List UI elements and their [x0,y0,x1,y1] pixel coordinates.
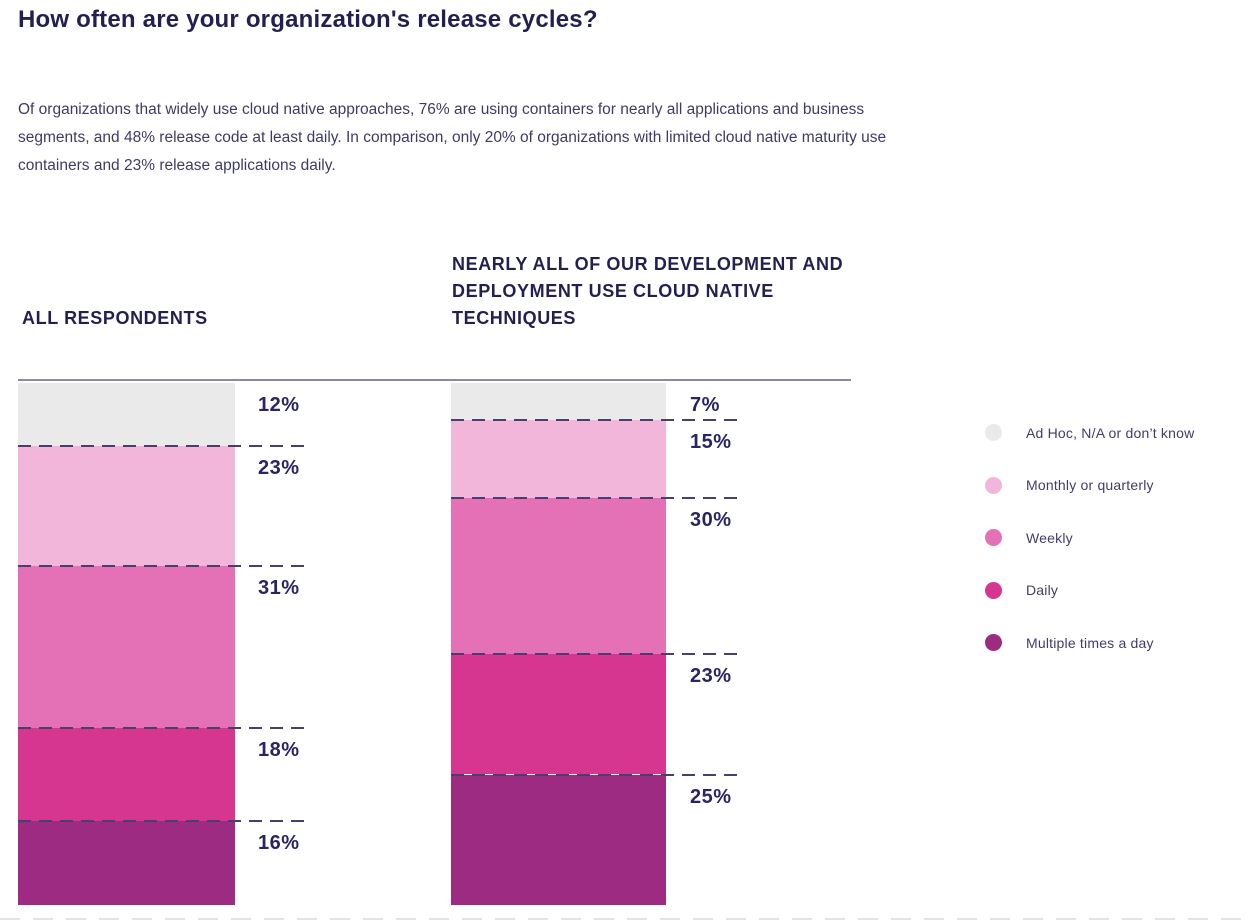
value-label-multiple-times-a-day: 25% [690,785,732,808]
legend-label: Weekly [1026,529,1073,546]
value-label-monthly-or-quarterly: 23% [258,456,300,479]
bar-segment-daily [451,654,666,775]
segment-divider-dash [18,444,310,447]
bar-segment-weekly [451,497,666,655]
value-label-daily: 18% [258,738,300,761]
bar-segment-daily [18,727,235,822]
legend-swatch-icon [985,476,1002,494]
page-title: How often are your organization's releas… [18,6,598,33]
segment-divider-dash [18,564,310,567]
bar-segment-ad-hoc-n-a-or-don-t-know [451,383,666,420]
value-label-multiple-times-a-day: 16% [258,832,300,855]
bar-segment-multiple-times-a-day [18,821,235,905]
value-label-monthly-or-quarterly: 15% [690,430,732,453]
bar-segment-multiple-times-a-day [451,774,666,905]
column-header-all-respondents: ALL RESPONDENTS [22,308,208,328]
legend-item-daily: Daily [985,581,1059,599]
chart-top-rule [18,379,851,381]
bar-segment-weekly [18,565,235,728]
legend-item-weekly: Weekly [985,529,1073,546]
value-label-weekly: 30% [690,508,732,531]
value-label-daily: 23% [690,665,732,688]
legend-swatch-icon [985,581,1002,599]
legend-label: Multiple times a day [1026,634,1154,651]
chart-bottom-rule [0,918,1246,920]
legend-label: Ad Hoc, N/A or don’t know [1026,424,1195,441]
segment-divider-dash [451,773,740,776]
segment-divider-dash [18,820,310,823]
value-label-ad-hoc-n-a-or-don-t-know: 12% [258,394,300,416]
segment-divider-dash [451,653,740,656]
segment-divider-dash [451,418,740,421]
legend-item-multiple-times-a-day: Multiple times a day [985,634,1154,651]
column-header-cloud-native: NEARLY ALL OF OUR DEVELOPMENT AND DEPLOY… [452,254,844,328]
bar-segment-ad-hoc-n-a-or-don-t-know [18,383,235,446]
legend-label: Monthly or quarterly [1026,477,1154,493]
legend-item-monthly-or-quarterly: Monthly or quarterly [985,476,1154,494]
legend-swatch-icon [985,634,1002,651]
value-label-weekly: 31% [258,576,300,599]
legend-item-ad-hoc-n-a-or-don-t-know: Ad Hoc, N/A or don’t know [985,424,1194,441]
segment-divider-dash [451,496,740,499]
legend-swatch-icon [985,529,1002,546]
bar-segment-monthly-or-quarterly [451,419,666,498]
segment-divider-dash [18,726,310,729]
bar-segment-monthly-or-quarterly [18,445,235,566]
legend-label: Daily [1026,582,1059,598]
page-description: Of organizations that widely use cloud n… [18,101,887,174]
legend-swatch-icon [985,424,1002,441]
value-label-ad-hoc-n-a-or-don-t-know: 7% [690,394,720,416]
